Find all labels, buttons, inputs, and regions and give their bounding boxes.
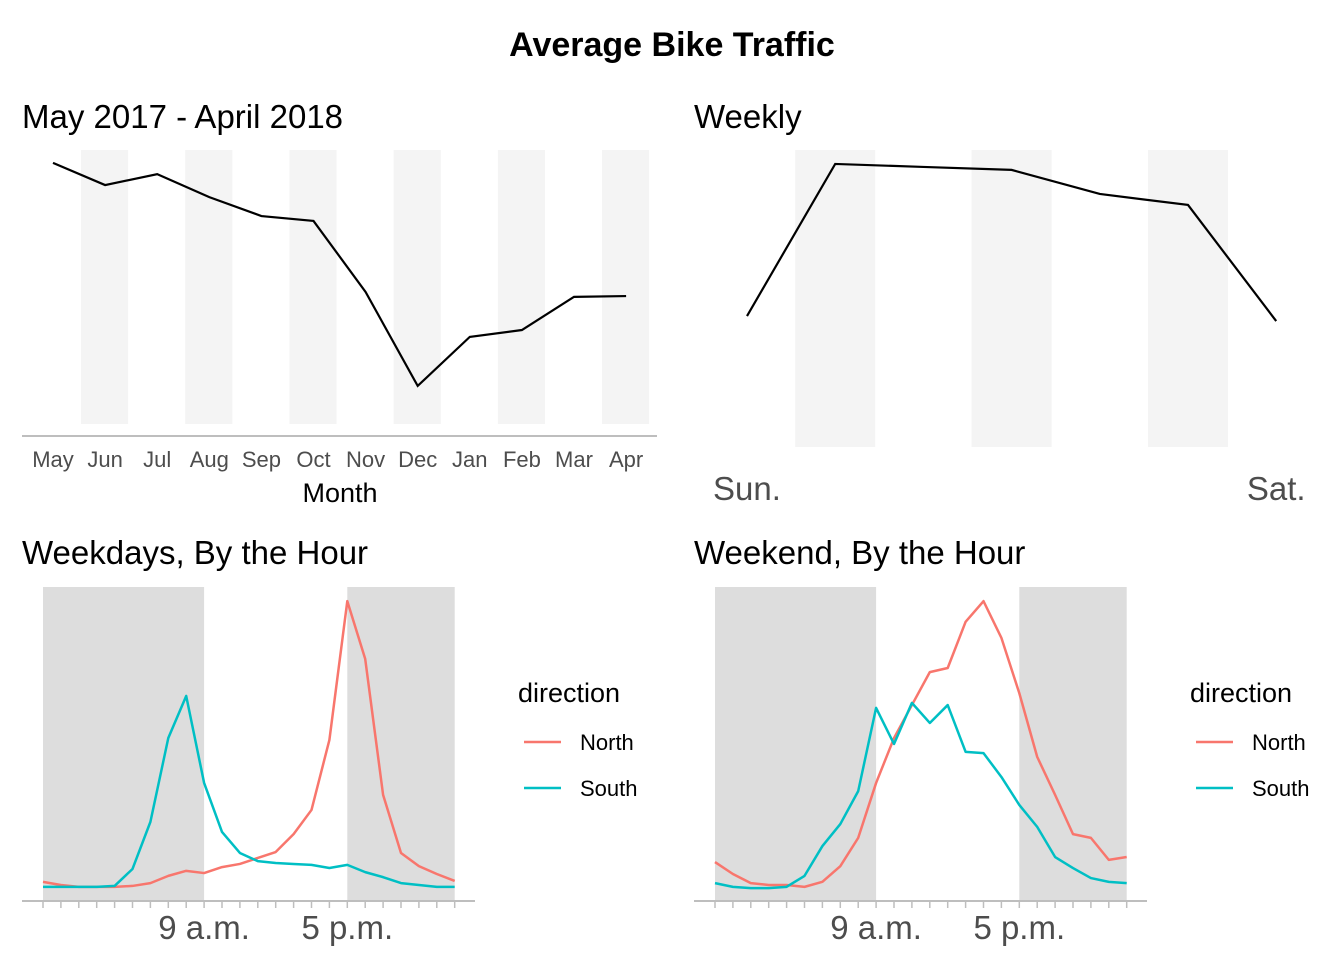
weekend-band-0 — [715, 587, 877, 901]
monthly-band-feb — [497, 150, 545, 424]
weekdays-series-lines — [42, 599, 456, 889]
weekend-series-south — [714, 701, 1127, 890]
monthly-tick-label-oct: Oct — [296, 447, 330, 472]
monthly-tick-label-mar: Mar — [555, 447, 593, 472]
figure-title: Average Bike Traffic — [509, 26, 835, 64]
weekly-tick-label-sun: Sun. — [713, 470, 781, 507]
weekend-legend-north-label: North — [1252, 730, 1306, 755]
monthly-panel-title: May 2017 - April 2018 — [22, 98, 343, 135]
weekdays-band-0 — [43, 587, 205, 901]
weekend-band-1 — [1019, 587, 1127, 901]
weekdays-x-axis — [22, 900, 475, 908]
weekend-panel-title: Weekend, By the Hour — [694, 534, 1025, 571]
monthly-traffic-line — [52, 161, 627, 388]
weekly-panel: Weekly Sun. Sat. — [694, 98, 1306, 507]
weekly-band-mon — [795, 150, 876, 447]
weekend-x-tick-labels: 9 a.m. 5 p.m. — [830, 909, 1065, 946]
weekdays-legend: direction North South — [518, 678, 638, 801]
weekly-tick-label-sat: Sat. — [1247, 470, 1306, 507]
weekdays-tick-label-17: 5 p.m. — [301, 909, 393, 946]
weekend-series-lines — [714, 599, 1127, 890]
monthly-tick-label-dec: Dec — [398, 447, 437, 472]
weekdays-x-tick-labels: 9 a.m. 5 p.m. — [158, 909, 393, 946]
weekdays-series-south — [43, 694, 455, 889]
weekdays-legend-south-label: South — [580, 776, 638, 801]
weekend-tick-label-9: 9 a.m. — [830, 909, 922, 946]
weekdays-legend-title: direction — [518, 678, 620, 708]
monthly-tick-label-jul: Jul — [143, 447, 171, 472]
monthly-band-aug — [185, 150, 233, 424]
weekend-legend: direction North South — [1190, 678, 1310, 801]
weekly-panel-title: Weekly — [694, 98, 802, 135]
monthly-band-apr — [602, 150, 650, 424]
monthly-band-dec — [393, 150, 441, 424]
weekend-tick-label-17: 5 p.m. — [973, 909, 1065, 946]
weekdays-panel: Weekdays, By the Hour 9 a.m. 5 p.m. direc… — [22, 534, 638, 946]
weekdays-shaded-bands — [43, 587, 455, 901]
monthly-x-axis-title: Month — [302, 478, 377, 508]
monthly-panel: May 2017 - April 2018 May Jun Jul Aug Sep Oct… — [22, 98, 657, 508]
monthly-tick-label-apr: Apr — [609, 447, 643, 472]
monthly-tick-label-jun: Jun — [87, 447, 122, 472]
weekend-x-axis — [694, 900, 1147, 908]
monthly-band-jun — [81, 150, 129, 424]
weekend-series-north — [714, 599, 1127, 889]
monthly-x-tick-labels: May Jun Jul Aug Sep Oct Nov Dec Jan Feb Mar Apr — [32, 447, 643, 472]
weekend-shaded-bands — [715, 587, 1127, 901]
weekly-x-tick-labels: Sun. Sat. — [713, 470, 1305, 507]
monthly-tick-label-nov: Nov — [346, 447, 385, 472]
monthly-band-oct — [289, 150, 337, 424]
weekdays-panel-title: Weekdays, By the Hour — [22, 534, 368, 571]
weekly-band-wed — [971, 150, 1052, 447]
weekend-legend-title: direction — [1190, 678, 1292, 708]
weekdays-legend-north-label: North — [580, 730, 634, 755]
weekend-panel: Weekend, By the Hour 9 a.m. 5 p.m. direct… — [694, 534, 1310, 946]
weekly-shaded-bands — [795, 150, 1228, 447]
monthly-tick-label-may: May — [32, 447, 74, 472]
monthly-tick-label-sep: Sep — [242, 447, 281, 472]
weekend-legend-south-label: South — [1252, 776, 1310, 801]
weekdays-band-1 — [347, 587, 455, 901]
weekdays-tick-label-9: 9 a.m. — [158, 909, 250, 946]
weekly-traffic-line — [746, 162, 1278, 322]
monthly-tick-label-feb: Feb — [503, 447, 541, 472]
monthly-tick-label-jan: Jan — [452, 447, 487, 472]
monthly-shaded-bands — [81, 150, 650, 424]
monthly-tick-label-aug: Aug — [190, 447, 229, 472]
weekly-band-fri — [1148, 150, 1228, 447]
